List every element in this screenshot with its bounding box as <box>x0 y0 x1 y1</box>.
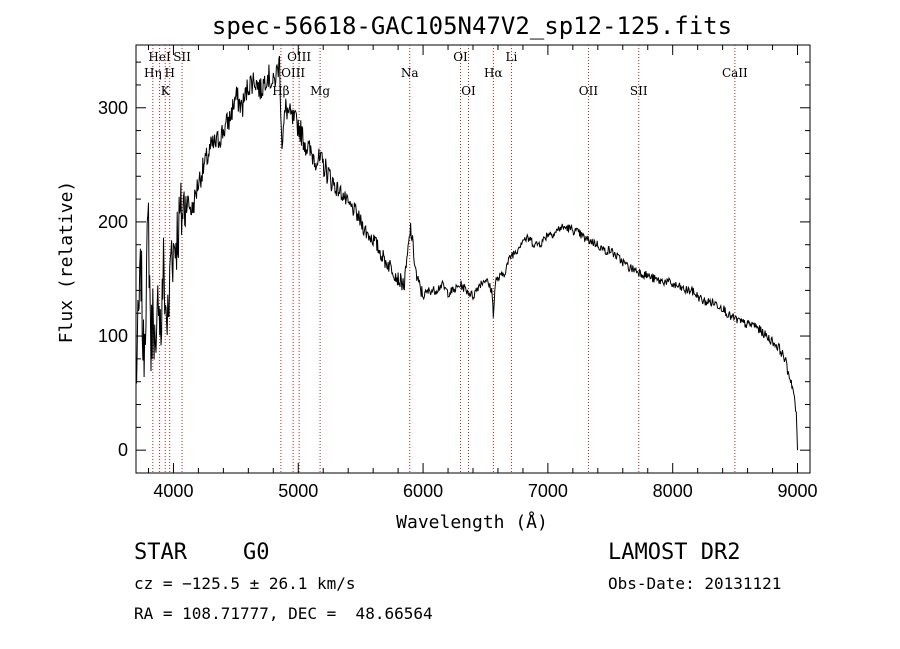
y-tick-label: 0 <box>118 440 128 460</box>
spectral-line-label: OIII <box>287 50 311 64</box>
spectral-line-label: Hα <box>484 66 503 80</box>
spectral-line-label: OII <box>579 84 599 98</box>
spectral-line-label: Li <box>506 50 518 64</box>
spectral-line-label: SII <box>173 50 191 64</box>
y-tick-label: 200 <box>98 212 128 232</box>
coordinates: RA = 108.71777, DEC = 48.66564 <box>134 604 433 623</box>
y-axis-label: Flux (relative) <box>56 181 77 344</box>
chart-title: spec-56618-GAC105N47V2_sp12-125.fits <box>212 12 732 40</box>
observation-date: Obs-Date: 20131121 <box>608 574 782 593</box>
y-tick-label: 300 <box>98 98 128 118</box>
x-tick-label: 7000 <box>528 481 568 501</box>
object-class: STAR <box>134 540 187 565</box>
x-tick-label: 8000 <box>653 481 693 501</box>
object-subclass: G0 <box>243 540 270 565</box>
axis-ticks: 4000 5000 6000 7000 8000 9000 0 100 200 300 <box>98 45 818 501</box>
spectral-line-label: H <box>164 66 174 80</box>
x-tick-label: 9000 <box>777 481 817 501</box>
spectral-line-label: Hβ <box>272 84 289 98</box>
x-axis-label: Wavelength (Å) <box>396 511 548 533</box>
spectral-line-label: Na <box>401 66 419 80</box>
spectral-line-label: SII <box>630 84 648 98</box>
x-tick-label: 4000 <box>153 481 193 501</box>
y-tick-label: 100 <box>98 326 128 346</box>
plot-frame <box>135 44 811 474</box>
spectral-line-label: HeI <box>148 50 171 64</box>
spectrum-line <box>135 55 798 451</box>
spectral-line-label: Mg <box>310 84 330 98</box>
redshift-velocity: cz = −125.5 ± 26.1 km/s <box>134 574 356 593</box>
spectral-line-label: OI <box>453 50 468 64</box>
spectral-line-label: Hη <box>144 66 162 80</box>
spectral-line-label: K <box>161 84 171 98</box>
spectral-line-label: CaII <box>722 66 748 80</box>
spectral-line-label: OI <box>461 84 476 98</box>
x-tick-label: 6000 <box>403 481 443 501</box>
survey-name: LAMOST DR2 <box>608 540 741 565</box>
spectral-line-label: OIII <box>281 66 305 80</box>
x-tick-label: 5000 <box>278 481 318 501</box>
